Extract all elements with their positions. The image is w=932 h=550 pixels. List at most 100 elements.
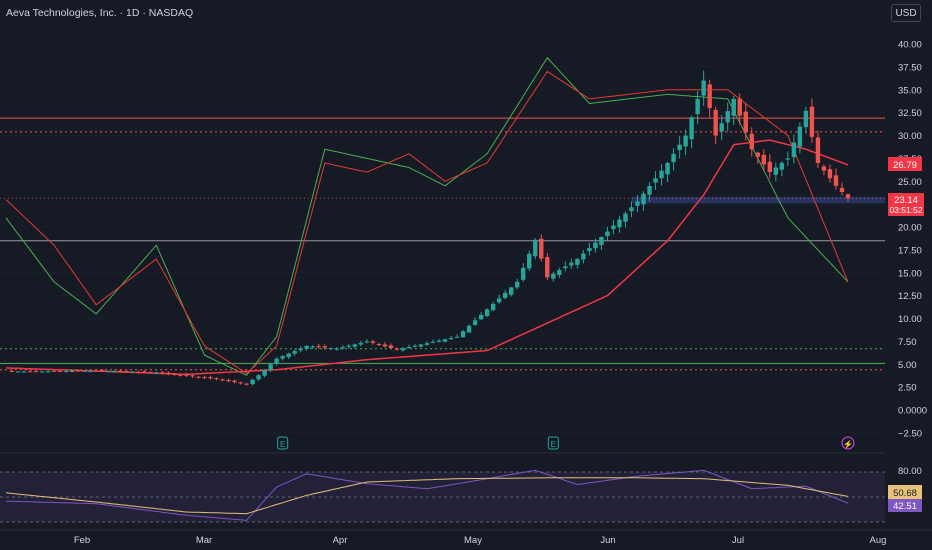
candle-body [57,371,63,373]
candle-body [695,98,700,115]
candle-body [274,358,279,364]
candle-body [617,219,622,228]
event-markers[interactable]: E E ⚡ [277,436,855,450]
candle-body [136,371,141,373]
candle-body [527,253,532,269]
candle-body [112,371,117,373]
candle-body [713,109,718,136]
candle-body [118,370,123,372]
rsi-band [0,472,885,522]
candle-body [196,376,201,378]
split-marker-icon: ⚡ [843,439,853,449]
candle-body [106,371,111,373]
time-tick-label: Jun [600,535,615,546]
candle-body [268,364,273,371]
price-tick-label: −2.50 [898,428,922,439]
candle-body [100,370,105,372]
candle-body [388,345,394,348]
candle-body [539,238,544,259]
rsi-tick-80: 80.00 [898,466,922,477]
earnings-marker-box [547,436,559,450]
candle-body [142,371,147,373]
support-zone [631,196,885,204]
candle-body [430,341,436,343]
candle-body [292,351,297,354]
candle-body [557,270,562,275]
rsi-axis: 80.00 50.68 42.51 [888,466,922,512]
candle-body [214,378,219,380]
price-tick-label: 25.00 [898,177,922,188]
candle-body [575,259,580,265]
candle-body [316,346,321,348]
candle-body [352,344,358,347]
candle-body [346,345,352,347]
candle-body [454,336,460,338]
candle-body [310,346,315,348]
candle-body [15,371,21,373]
time-tick-label: Mar [196,535,212,546]
candle-body [587,248,592,252]
price-tick-label: 32.50 [898,108,922,119]
price-tick-label: 30.00 [898,131,922,142]
candle-body [9,370,15,372]
candle-body [88,370,93,372]
candle-body [130,371,135,373]
price-tick-label: 7.50 [898,337,917,348]
candle-body [27,371,33,373]
candle-body [593,242,598,249]
candle-body [382,344,388,347]
candle-body [490,303,496,311]
candle-body [749,133,754,150]
candle-body [545,256,550,278]
price-tick-label: 17.50 [898,245,922,256]
candle-body [689,117,694,140]
candle-body [81,370,87,372]
price-tick-label: 40.00 [898,40,922,51]
candle-body [202,377,207,379]
candle-body [677,144,682,151]
rsi-lines [0,469,885,523]
candle-body [262,369,267,376]
candle-body [21,371,27,373]
candle-body [815,137,821,163]
candle-body [412,345,418,347]
earnings-marker[interactable]: E [547,436,559,450]
candle-body [623,213,628,222]
last-price-label: 23.14 [894,195,918,206]
candle-body [839,187,845,193]
candle-body [478,314,484,320]
candle-body [63,371,69,373]
currency-button[interactable]: USD [891,4,921,22]
rsi-badge [888,499,922,512]
candle-body [743,111,748,133]
candle-body [509,287,514,295]
rsi-line [5,469,849,521]
candle-body [75,370,81,372]
price-tick-label: 20.00 [898,223,922,234]
candle-body [178,374,183,376]
candle-body [521,267,526,280]
candle-body [448,338,454,340]
candle-body [340,347,345,349]
candle-body [653,178,658,183]
candle-body [773,167,779,175]
split-marker[interactable]: ⚡ [841,436,855,450]
candle-body [424,343,430,345]
time-tick-label: Jul [732,535,744,546]
earnings-marker-label: E [551,440,556,449]
candle-body [737,98,742,116]
candle-body [460,331,466,338]
candle-body [33,371,39,373]
candle-body [154,372,159,374]
price-tick-label: 15.00 [898,268,922,279]
earnings-marker[interactable]: E [277,436,289,450]
time-axis[interactable]: Feb Mar Apr May Jun Jul Aug [74,535,887,546]
candle-body [635,201,640,206]
candle-body [304,345,309,349]
price-tick-label: 10.00 [898,314,922,325]
candle-body [611,225,616,230]
candle-body [827,169,833,179]
candle-body [334,348,339,350]
candle-body [833,175,839,186]
